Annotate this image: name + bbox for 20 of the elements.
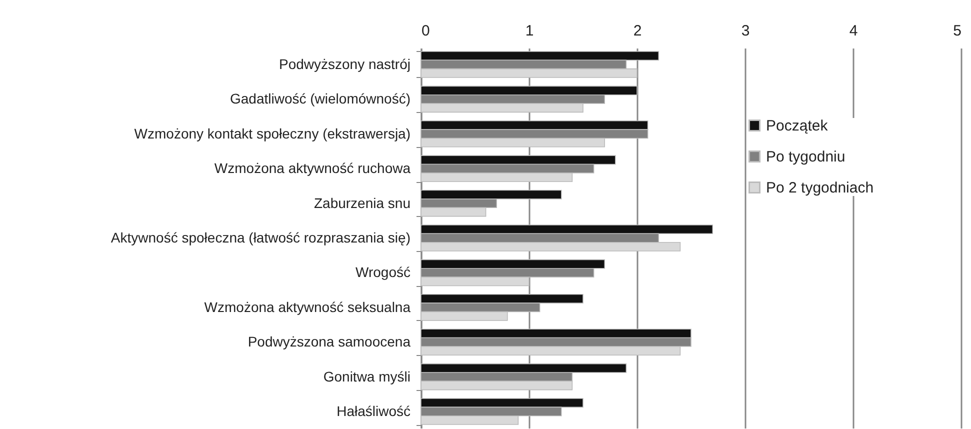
legend-label: Po 2 tygodniach xyxy=(766,180,874,196)
y-tick-label: Wzmożona aktywność ruchowa xyxy=(214,160,411,176)
y-tick-label: Hałaśliwość xyxy=(336,403,410,420)
x-tick-label: 3 xyxy=(741,22,750,40)
x-tick-label: 2 xyxy=(633,22,642,40)
x-tick-label: 1 xyxy=(525,22,534,40)
y-tick-label: Wzmożona aktywność seksualna xyxy=(204,298,411,315)
legend-label: Początek xyxy=(766,118,828,134)
x-tick-label: 4 xyxy=(849,22,858,40)
y-tick-label: Wzmożony kontakt społeczny (ekstrawersja) xyxy=(134,125,410,142)
x-tick-label: 5 xyxy=(953,22,962,40)
y-tick-label: Podwyższona samoocena xyxy=(248,334,411,350)
y-tick-label: Gadatliwość (wielomówność) xyxy=(230,90,410,107)
y-tick-label: Wrogość xyxy=(356,264,410,280)
y-tick-label: Zaburzenia snu xyxy=(314,194,410,211)
y-tick-label: Gonitwa myśli xyxy=(323,368,410,384)
legend-label: Po tygodniu xyxy=(766,148,846,166)
x-tick-label: 0 xyxy=(422,22,430,40)
y-tick-label: Podwyższony nastrój xyxy=(278,56,410,72)
y-tick-label: Aktywność społeczna (łatwość rozpraszania się) xyxy=(110,230,410,246)
